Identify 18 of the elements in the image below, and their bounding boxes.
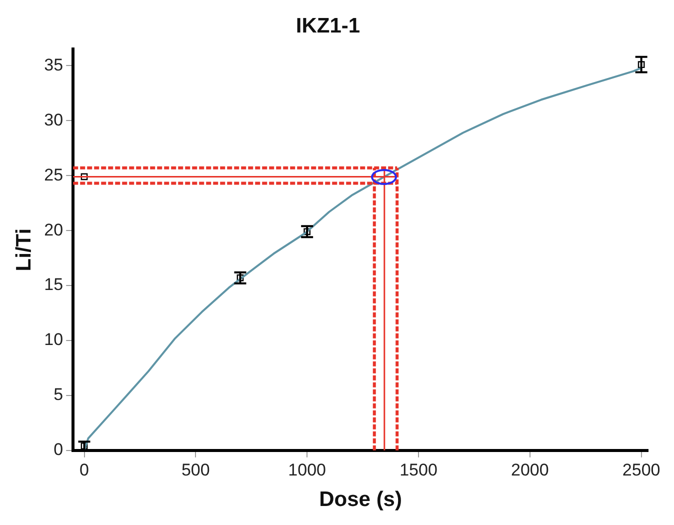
- x-tick-label: 500: [181, 460, 210, 480]
- chart-title: IKZ1-1: [296, 14, 360, 38]
- y-tick-label: 35: [44, 55, 64, 74]
- y-axis-title: Li/Ti: [12, 228, 36, 272]
- x-axis-title: Dose (s): [319, 488, 402, 512]
- y-tick-label: 25: [44, 165, 64, 184]
- y-tick-label: 15: [44, 275, 64, 294]
- point: [80, 173, 88, 180]
- y-tick-label: 20: [44, 220, 64, 240]
- x-tick-label: 1000: [288, 460, 326, 480]
- y-tick-label: 5: [54, 385, 64, 404]
- x-tick-label: 0: [80, 460, 89, 480]
- x-tick-label: 2500: [622, 460, 660, 480]
- y-tick-label: 30: [44, 110, 64, 130]
- y-tick-label: 10: [44, 330, 64, 350]
- y-tick-label: 0: [54, 440, 64, 460]
- x-tick-label: 2000: [510, 460, 549, 480]
- x-tick-label: 1500: [400, 460, 438, 480]
